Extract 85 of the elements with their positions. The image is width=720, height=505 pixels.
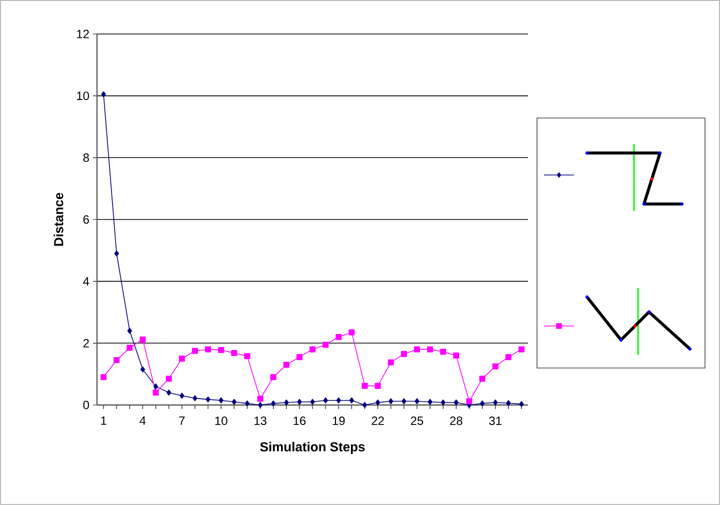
point: [506, 400, 511, 406]
point: [466, 398, 472, 404]
point: [258, 402, 263, 408]
point: [244, 353, 250, 360]
point: [232, 398, 236, 405]
point: [166, 376, 172, 382]
point: [140, 336, 146, 342]
point: [153, 383, 158, 390]
y-tick-label: 12: [77, 30, 89, 38]
point: [336, 397, 341, 404]
point: [218, 346, 224, 353]
point: [388, 398, 394, 404]
x-tick-label: 7: [179, 416, 185, 425]
point: [178, 356, 185, 362]
point: [270, 374, 276, 380]
point: [297, 398, 302, 405]
x-tick-label: 28: [450, 416, 462, 426]
point: [519, 401, 524, 408]
point: [100, 374, 107, 380]
point: [374, 382, 381, 389]
point: [362, 382, 368, 389]
point: [493, 400, 498, 406]
point: [388, 359, 394, 366]
point: [414, 398, 420, 404]
point: [296, 354, 302, 360]
y-tick-label: 2: [83, 338, 89, 348]
y-tick-label: 4: [83, 277, 90, 286]
point: [480, 400, 485, 406]
point: [336, 334, 342, 340]
point: [400, 350, 407, 357]
point: [192, 395, 198, 402]
point: [505, 354, 512, 360]
point: [192, 348, 198, 354]
point: [310, 346, 316, 352]
point: [270, 400, 276, 406]
point: [427, 346, 434, 352]
y-tick-label: 8: [83, 153, 89, 162]
point: [375, 400, 380, 406]
point: [348, 329, 355, 336]
x-tick-label: 25: [410, 416, 424, 426]
x-tick-label: 19: [332, 416, 345, 426]
point: [180, 392, 184, 399]
x-axis-title: Simulation Steps: [260, 442, 365, 454]
point: [114, 357, 120, 364]
point: [244, 400, 250, 406]
x-tick-label: 1: [101, 416, 106, 425]
point: [454, 400, 459, 406]
point: [166, 390, 172, 396]
point: [284, 400, 289, 406]
point: [428, 398, 432, 405]
x-tick-label: 16: [294, 416, 306, 426]
point: [402, 398, 406, 404]
point: [310, 398, 315, 405]
x-tick-label: 4: [140, 416, 146, 425]
x-tick-label: 13: [254, 416, 266, 426]
point: [440, 400, 446, 406]
point: [127, 328, 132, 334]
point: [414, 346, 420, 352]
point: [362, 402, 368, 408]
point: [114, 250, 119, 256]
y-tick-label: 10: [77, 92, 90, 100]
point: [257, 396, 264, 402]
point: [322, 342, 329, 348]
point: [231, 350, 238, 356]
point: [205, 346, 212, 352]
x-tick-label: 22: [372, 416, 384, 425]
point: [218, 397, 224, 404]
point: [323, 397, 328, 404]
point: [126, 344, 133, 351]
point: [492, 363, 498, 370]
point: [283, 362, 290, 368]
x-tick-label: 10: [215, 416, 228, 426]
point: [453, 352, 460, 359]
point: [440, 348, 446, 355]
point: [479, 376, 486, 382]
point: [152, 390, 159, 396]
x-tick-label: 31: [489, 416, 502, 426]
point: [349, 397, 354, 404]
y-axis-title: Distance: [54, 192, 64, 246]
point: [518, 346, 524, 352]
point: [206, 396, 210, 402]
y-tick-label: 6: [83, 215, 89, 224]
y-tick-label: 0: [83, 400, 90, 410]
point: [101, 91, 106, 98]
point: [140, 366, 146, 372]
